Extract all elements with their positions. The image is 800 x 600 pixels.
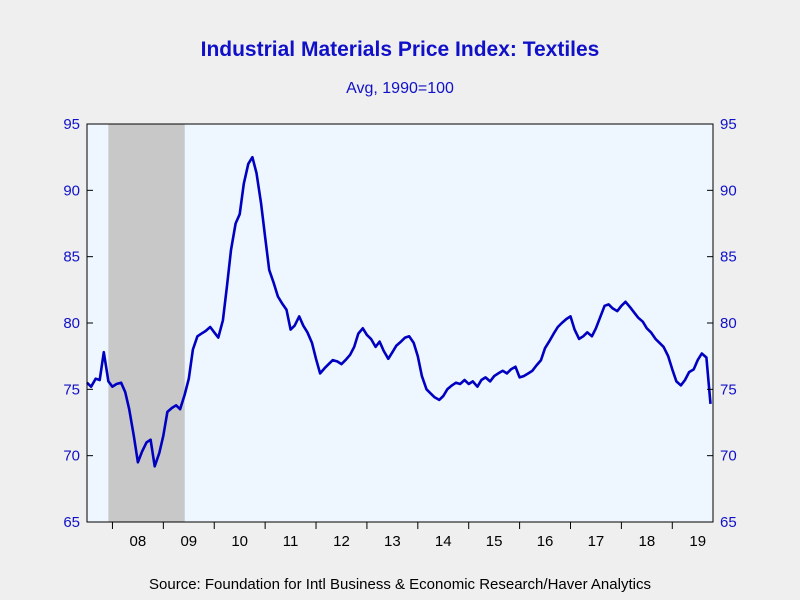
x-tick-label: 14 xyxy=(435,533,452,550)
x-tick-label: 15 xyxy=(486,533,503,550)
y-tick-label-right: 80 xyxy=(720,315,737,332)
chart-subtitle: Avg, 1990=100 xyxy=(346,80,454,97)
series-line xyxy=(86,155,712,468)
y-tick-label-right: 95 xyxy=(720,116,737,133)
x-tick-label: 13 xyxy=(384,533,401,550)
source-note: Source: Foundation for Intl Business & E… xyxy=(149,576,651,593)
y-tick-label-right: 90 xyxy=(720,182,737,199)
x-tick-label: 11 xyxy=(283,533,299,550)
y-tick-label-left: 85 xyxy=(63,249,80,266)
x-tick-label: 16 xyxy=(537,533,554,550)
x-tick-label: 09 xyxy=(180,533,197,550)
y-tick-label-left: 70 xyxy=(63,448,80,465)
y-tick-label-right: 85 xyxy=(720,249,737,266)
recession-band xyxy=(108,124,185,522)
x-tick-label: 19 xyxy=(689,533,706,550)
y-tick-label-right: 65 xyxy=(720,514,737,531)
y-tick-label-left: 90 xyxy=(63,182,80,199)
y-tick-label-right: 70 xyxy=(720,448,737,465)
x-tick-label: 10 xyxy=(231,533,248,550)
plot-area xyxy=(87,124,713,522)
y-tick-label-left: 95 xyxy=(63,116,80,133)
y-tick-label-left: 75 xyxy=(63,381,80,398)
y-tick-label-right: 75 xyxy=(720,381,737,398)
x-tick-label: 12 xyxy=(333,533,350,550)
x-tick-label: 17 xyxy=(588,533,605,550)
chart-title: Industrial Materials Price Index: Textil… xyxy=(200,38,600,61)
y-tick-label-left: 80 xyxy=(63,315,80,332)
x-tick-label: 08 xyxy=(130,533,147,550)
y-tick-label-left: 65 xyxy=(63,514,80,531)
x-tick-label: 18 xyxy=(638,533,655,550)
